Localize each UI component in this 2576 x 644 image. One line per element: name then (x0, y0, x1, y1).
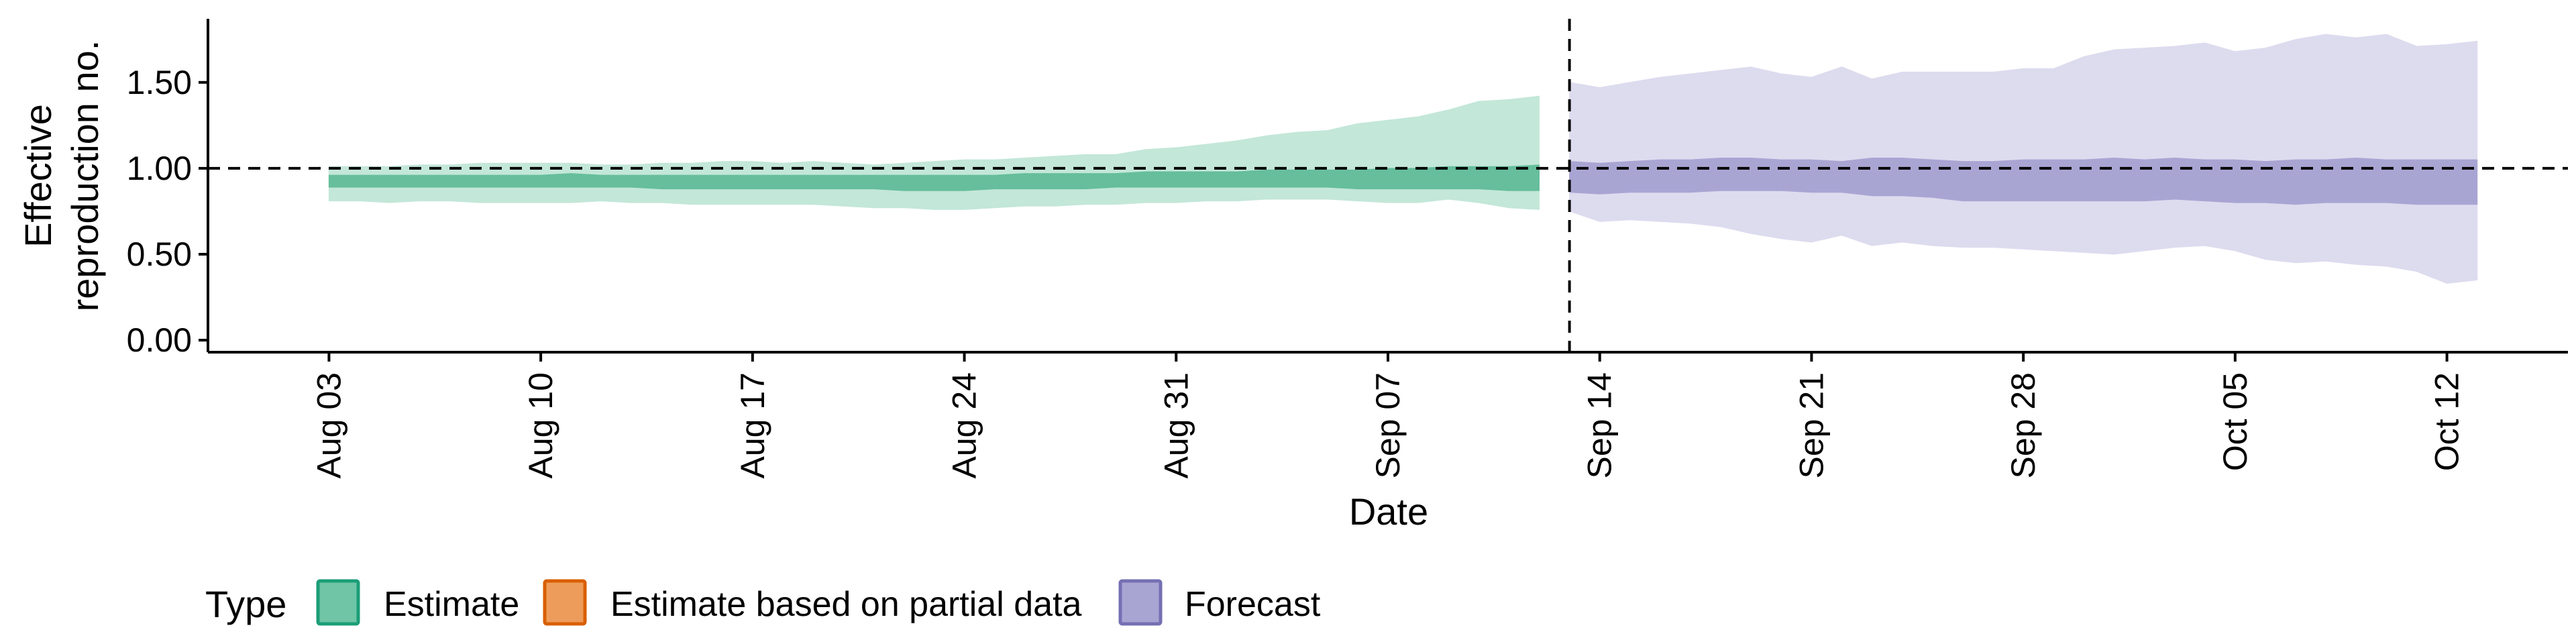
legend-title: Type (205, 583, 286, 625)
x-tick-label: Aug 24 (946, 372, 983, 478)
estimate-inner-band (328, 164, 1540, 191)
legend-label-forecast: Forecast (1185, 585, 1321, 624)
estimate-outer-band (328, 95, 1540, 210)
x-tick-label: Aug 03 (310, 372, 347, 478)
reference-lines (208, 19, 2568, 352)
legend-swatch-partial-data (543, 579, 587, 626)
y-tick-label: 1.50 (127, 64, 192, 101)
tick-labels: 0.00 0.50 1.00 1.50 Aug 03 Aug 10 Aug 17 Aug 24… (127, 64, 2466, 479)
legend: Type Estimate Estimate based on partial … (205, 579, 1321, 626)
legend-swatch-forecast (1118, 579, 1163, 626)
x-tick-label: Aug 31 (1157, 372, 1195, 478)
y-axis-title-line-2: reproduction no. (64, 40, 106, 312)
x-tick-label: Aug 17 (734, 372, 771, 478)
legend-swatch-estimate (316, 579, 360, 626)
y-axis-title-line-1: Effective (17, 104, 59, 248)
y-tick-label: 1.00 (127, 150, 192, 187)
x-tick-label: Sep 14 (1581, 372, 1619, 478)
x-tick-label: Oct 12 (2428, 372, 2466, 471)
x-tick-label: Aug 10 (522, 372, 559, 478)
y-tick-label: 0.00 (127, 321, 192, 359)
legend-label-partial-data: Estimate based on partial data (610, 585, 1082, 624)
x-tick-label: Sep 21 (1792, 372, 1830, 478)
forecast-outer-band (1569, 34, 2478, 284)
x-axis-title: Date (1349, 490, 1428, 533)
bands-layer (328, 34, 2478, 284)
x-tick-label: Sep 28 (2004, 372, 2042, 478)
x-tick-label: Sep 07 (1369, 372, 1407, 478)
legend-label-estimate: Estimate (384, 585, 519, 624)
y-tick-label: 0.50 (127, 235, 192, 273)
x-tick-label: Oct 05 (2216, 372, 2254, 471)
